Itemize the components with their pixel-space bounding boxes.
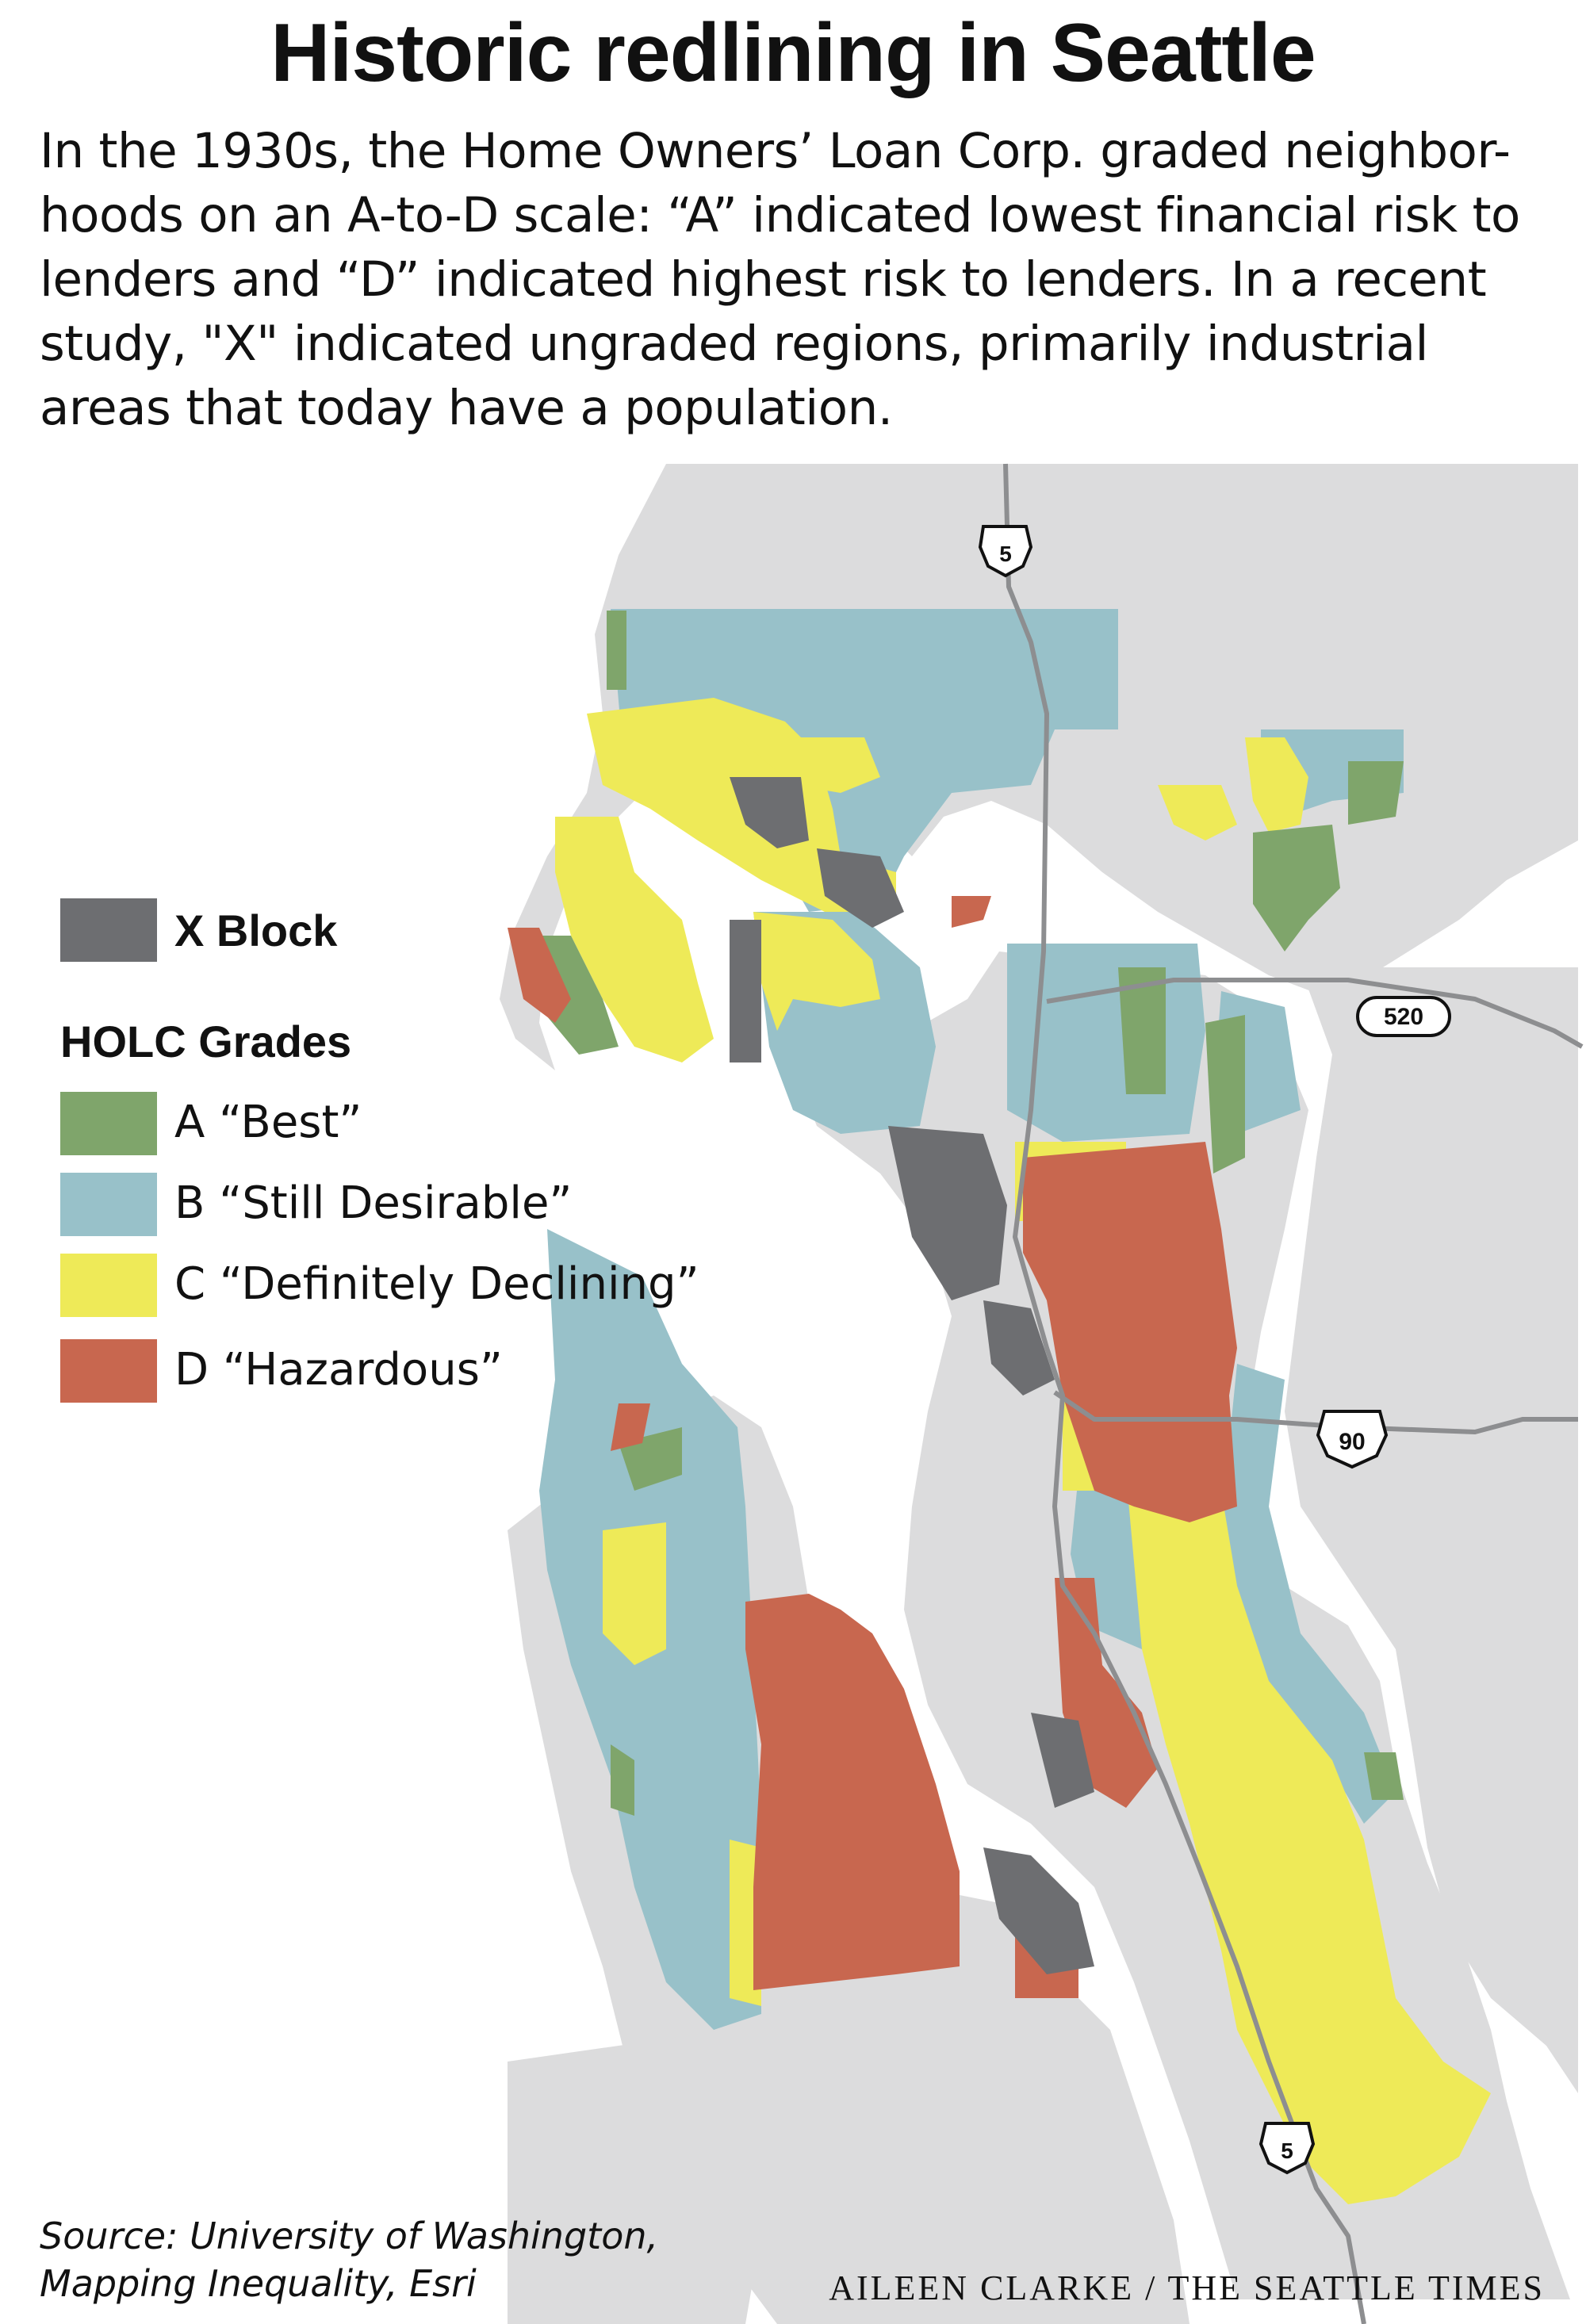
land-south-sw xyxy=(508,2030,777,2324)
source-line: Source: University of Washington, xyxy=(40,2215,659,2257)
legend-label-d: D “Hazardous” xyxy=(174,1344,503,1396)
holc-zones xyxy=(508,609,1491,2204)
legend-label-x: X Block xyxy=(174,905,338,955)
zone-grade-a xyxy=(523,611,1404,1816)
seattle-map: 5 520 90 5 xyxy=(0,460,1586,2324)
legend-label-b: B “Still Desirable” xyxy=(174,1177,573,1229)
shield-sr520: 520 xyxy=(1356,996,1451,1037)
map-canvas: 5 520 90 5 xyxy=(500,463,1584,2324)
zone-grade-d xyxy=(508,896,1237,1998)
intro-line: study, "X" indicated ungraded regions, p… xyxy=(40,316,1428,372)
source-note: Source: University of Washington, Mappin… xyxy=(40,2212,753,2307)
intro-line: In the 1930s, the Home Owners’ Loan Corp… xyxy=(40,123,1511,179)
i5-line xyxy=(1003,463,1366,2324)
shield-sr520-label: 520 xyxy=(1384,1004,1423,1030)
shield-i5-north: 5 xyxy=(978,525,1033,578)
intro-line: areas that today have a population. xyxy=(40,380,893,436)
legend-swatch-d xyxy=(60,1339,157,1403)
legend-heading: HOLC Grades xyxy=(60,1017,352,1066)
page-title: Historic redlining in Seattle xyxy=(270,7,1316,99)
credit-line: AILEEN CLARKE / THE SEATTLE TIMES xyxy=(829,2268,1545,2307)
land-southeast xyxy=(1285,967,1578,2093)
legend-swatch-a xyxy=(60,1092,157,1155)
legend-swatch-c xyxy=(60,1254,157,1317)
intro-text: In the 1930s, the Home Owners’ Loan Corp… xyxy=(40,119,1562,440)
zone-x-block xyxy=(730,777,1094,1974)
intro-line: lenders and “D” indicated highest risk t… xyxy=(40,251,1487,308)
legend-swatch-b xyxy=(60,1173,157,1236)
shield-i5-south-label: 5 xyxy=(1281,2138,1293,2163)
shield-i5-north-label: 5 xyxy=(999,542,1012,566)
interstate-shield-icon xyxy=(1316,1410,1389,1469)
legend-label-a: A “Best” xyxy=(174,1097,362,1148)
interstate-shield-icon xyxy=(1258,2122,1316,2175)
legend-swatch-x xyxy=(60,898,157,962)
intro-line: hoods on an A-to-D scale: “A” indicated … xyxy=(40,187,1520,243)
interstate-shield-icon xyxy=(978,525,1033,578)
shield-i5-south: 5 xyxy=(1258,2122,1316,2175)
shield-i90: 90 xyxy=(1316,1410,1389,1469)
source-line: Mapping Inequality, Esri xyxy=(40,2262,477,2305)
shield-i90-label: 90 xyxy=(1339,1429,1365,1455)
state-route-shield-icon xyxy=(1356,996,1451,1037)
sr520-line xyxy=(1046,978,1584,1049)
legend-label-c: C “Definitely Declining” xyxy=(174,1258,699,1310)
